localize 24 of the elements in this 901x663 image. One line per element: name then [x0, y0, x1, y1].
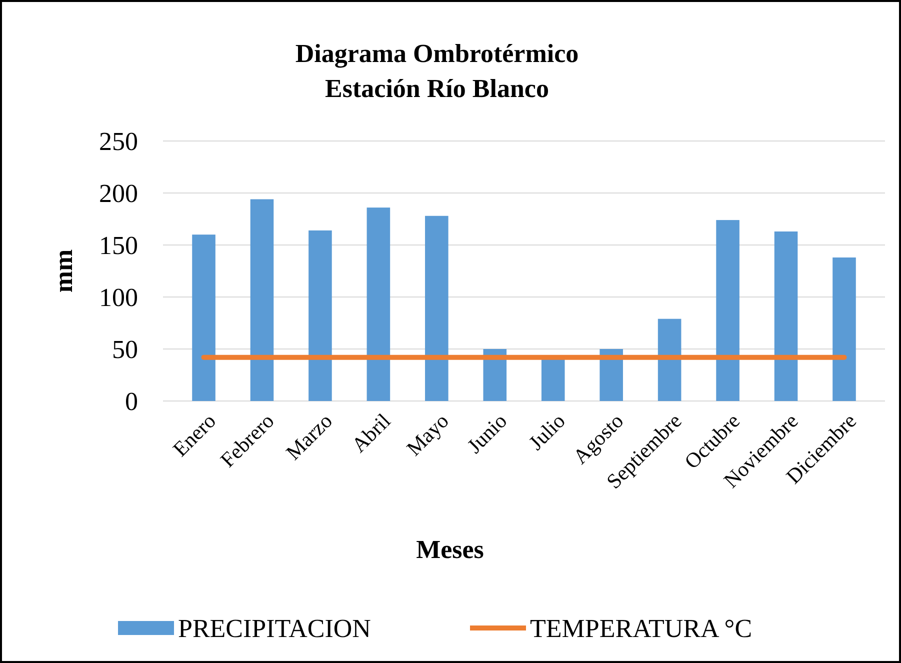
legend-label: PRECIPITACION: [178, 614, 372, 644]
bar: [716, 220, 740, 401]
y-tick-label: 50: [112, 335, 138, 364]
y-axis-title: mm: [49, 249, 78, 293]
bar: [366, 208, 390, 401]
legend-label: TEMPERATURA °C: [530, 614, 752, 644]
y-tick-label: 100: [99, 283, 138, 312]
bar: [541, 359, 565, 401]
bar: [658, 318, 682, 401]
chart-title: Diagrama Ombrotérmico Estación Río Blanco: [295, 39, 579, 103]
bar: [308, 230, 332, 401]
x-tick-label: Julio: [524, 408, 570, 455]
x-axis-title: Meses: [416, 535, 484, 564]
bar: [425, 216, 448, 401]
bar: [774, 231, 798, 401]
y-tick-label: 0: [125, 387, 138, 416]
bar: [600, 349, 623, 401]
bar: [832, 257, 856, 401]
bar: [483, 349, 507, 401]
y-tick-label: 150: [99, 231, 138, 260]
y-tick-label: 250: [99, 127, 138, 156]
bar: [250, 199, 274, 401]
bar: [192, 234, 216, 401]
y-tick-label: 200: [99, 179, 138, 208]
